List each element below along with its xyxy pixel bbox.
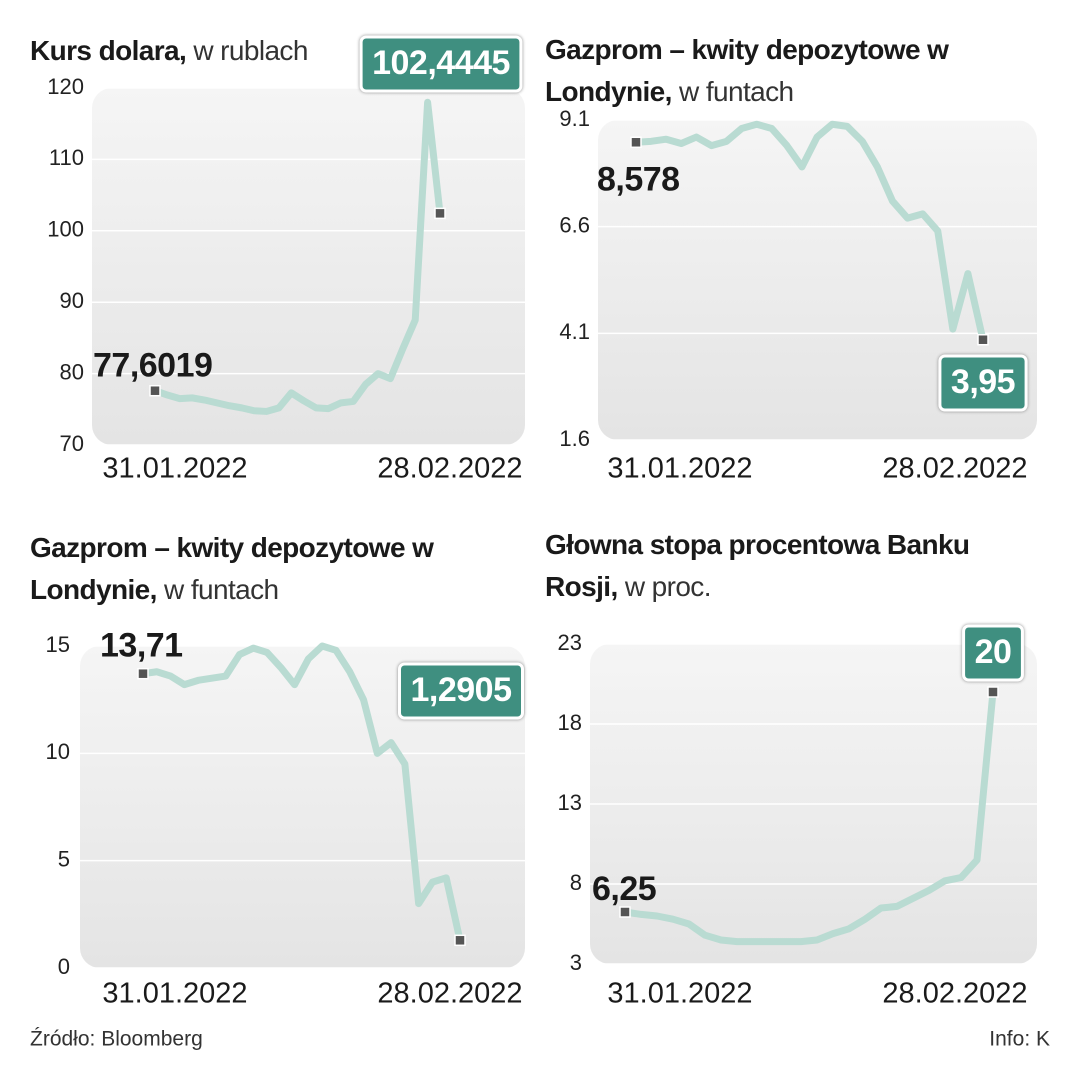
y-tick-label: 100 — [47, 217, 84, 242]
point-marker — [987, 686, 999, 698]
chart-title: Gazprom – kwity depozytowe w Londynie, w… — [30, 527, 460, 611]
y-tick-label: 80 — [60, 359, 84, 384]
subtitle: w rublach — [193, 35, 308, 66]
subtitle: w funtach — [679, 76, 794, 107]
x-tick-label: 28.02.2022 — [377, 453, 522, 485]
line — [151, 98, 444, 415]
title: Głowna stopa procentowa Banku Rosji, — [545, 529, 970, 602]
start-label: 8,578 — [597, 160, 680, 198]
point-marker — [630, 136, 642, 149]
start-label: 6,25 — [592, 870, 656, 908]
end-label: 20 — [975, 633, 1012, 671]
subtitle: w funtach — [164, 574, 279, 605]
point-marker — [149, 384, 161, 397]
y-tick-label: 120 — [47, 74, 84, 99]
plot-area — [598, 120, 1037, 440]
chart-title: Głowna stopa procentowa Banku Rosji, w p… — [545, 524, 1015, 608]
end-label: 1,2905 — [411, 671, 512, 709]
y-tick-label: 0 — [58, 954, 70, 979]
x-tick-label: 31.01.2022 — [607, 978, 752, 1010]
y-tick-label: 4.1 — [559, 319, 590, 344]
y-tick-label: 13 — [558, 790, 582, 815]
info: Info: K — [989, 1028, 1050, 1051]
y-tick-label: 15 — [46, 632, 70, 657]
y-tick-label: 6.6 — [559, 212, 590, 237]
y-tick-label: 1.6 — [559, 426, 590, 451]
y-tick-label: 18 — [558, 710, 582, 735]
point-marker — [977, 333, 989, 346]
line — [139, 642, 464, 944]
title: Gazprom – kwity depozytowe w Londynie, — [30, 532, 434, 605]
end-label-box — [398, 662, 524, 720]
title: Gazprom – kwity depozytowe w Londynie, — [545, 34, 949, 107]
point-marker — [619, 906, 631, 918]
y-tick-label: 5 — [58, 846, 70, 871]
x-tick-label: 28.02.2022 — [882, 978, 1027, 1010]
x-tick-label: 28.02.2022 — [882, 453, 1027, 485]
y-tick-label: 10 — [46, 739, 70, 764]
subtitle: w proc. — [624, 571, 712, 602]
end-label: 3,95 — [951, 363, 1015, 401]
point-marker — [434, 207, 446, 220]
y-tick-label: 8 — [570, 870, 582, 895]
y-tick-label: 23 — [558, 630, 582, 655]
x-tick-label: 31.01.2022 — [102, 453, 247, 485]
y-tick-label: 70 — [60, 431, 84, 456]
x-tick-label: 31.01.2022 — [607, 453, 752, 485]
end-label: 102,4445 — [372, 44, 510, 82]
line — [621, 688, 997, 946]
y-tick-label: 90 — [60, 288, 84, 313]
end-label-box — [359, 35, 523, 93]
y-tick-label: 9.1 — [559, 106, 590, 131]
line — [632, 120, 987, 344]
x-tick-label: 28.02.2022 — [377, 978, 522, 1010]
x-tick-label: 31.01.2022 — [102, 978, 247, 1010]
plot-area — [92, 88, 525, 445]
y-tick-label: 110 — [49, 145, 84, 170]
y-tick-label: 3 — [570, 950, 582, 975]
chart-title: Kurs dolara, w rublach — [30, 30, 370, 72]
start-label: 77,6019 — [93, 347, 212, 385]
point-marker — [454, 934, 466, 947]
end-label-box — [962, 624, 1024, 682]
point-marker — [137, 667, 149, 680]
title: Kurs dolara, — [30, 35, 187, 66]
source: Źródło: Bloomberg — [30, 1028, 203, 1051]
chart-title: Gazprom – kwity depozytowe w Londynie, w… — [545, 29, 975, 113]
end-label-box — [938, 354, 1028, 412]
start-label: 13,71 — [100, 627, 183, 665]
